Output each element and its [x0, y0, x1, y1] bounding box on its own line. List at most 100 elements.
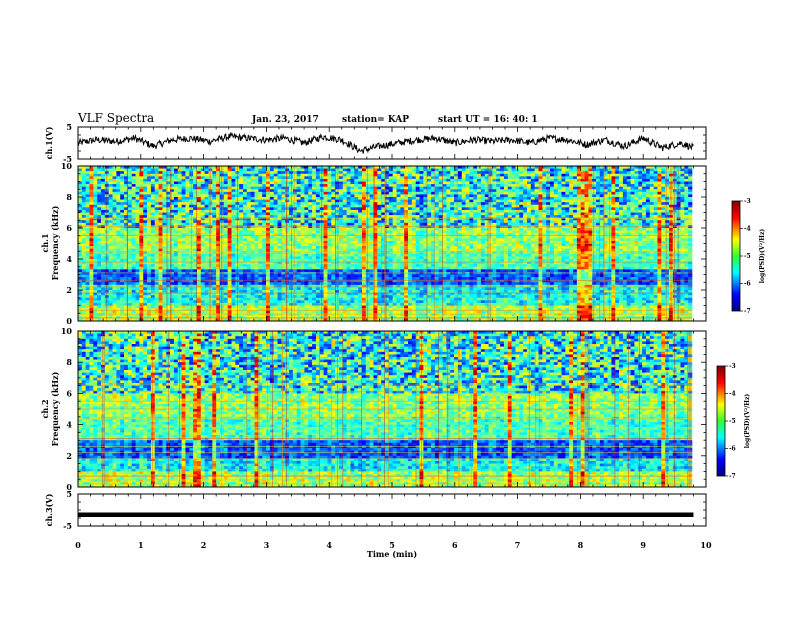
- spectrogram-cell: [324, 256, 328, 259]
- spectrogram-cell: [301, 306, 305, 309]
- spectrogram-cell: [178, 313, 182, 316]
- spectrogram-cell: [136, 197, 140, 200]
- spectrogram-cell: [216, 182, 220, 185]
- spectrogram-cell: [143, 169, 147, 172]
- spectrogram-cell: [90, 256, 94, 259]
- spectrogram-cell: [316, 267, 320, 270]
- spectrogram-cell: [109, 298, 113, 301]
- spectrogram-cell: [377, 184, 381, 187]
- spectrogram-cell: [147, 244, 151, 247]
- spectrogram-cell: [205, 282, 209, 285]
- spectrogram-cell: [143, 254, 147, 257]
- spectrogram-cell: [354, 171, 358, 174]
- spectrogram-cell: [93, 189, 97, 192]
- spectrogram-cell: [116, 176, 120, 179]
- spectrogram-cell: [90, 277, 94, 280]
- spectrogram-cell: [377, 194, 381, 197]
- spectrogram-cell: [232, 213, 236, 216]
- spectrogram-cell: [358, 313, 362, 316]
- spectrogram-cell: [266, 277, 270, 280]
- spectrogram-cell: [224, 176, 228, 179]
- spectrogram-cell: [274, 171, 278, 174]
- spectrogram-cell: [216, 264, 220, 267]
- spectrogram-cell: [301, 184, 305, 187]
- spectrogram-cell: [339, 182, 343, 185]
- spectrogram-cell: [262, 169, 266, 172]
- spectrogram-cell: [205, 184, 209, 187]
- spectrogram-cell: [155, 272, 159, 275]
- spectrogram-cell: [327, 210, 331, 213]
- spectrogram-cell: [347, 259, 351, 262]
- spectrogram-cell: [266, 171, 270, 174]
- spectrogram-cell: [304, 236, 308, 239]
- spectrogram-cell: [293, 231, 297, 234]
- spectrogram-cell: [197, 267, 201, 270]
- spectrogram-cell: [343, 194, 347, 197]
- spectrogram-cell: [205, 267, 209, 270]
- spectrogram-cell: [178, 236, 182, 239]
- spectrogram-cell: [228, 259, 232, 262]
- spectrogram-cell: [377, 171, 381, 174]
- spectrogram-cell: [128, 207, 132, 210]
- spectrogram-cell: [82, 272, 86, 275]
- spectrogram-cell: [243, 218, 247, 221]
- spectrogram-cell: [278, 184, 282, 187]
- spectrogram-cell: [151, 194, 155, 197]
- spectrogram-cell: [151, 287, 155, 290]
- spectrogram-cell: [274, 207, 278, 210]
- spectrogram-cell: [86, 220, 90, 223]
- spectrogram-cell: [362, 236, 366, 239]
- spectrogram-cell: [216, 295, 220, 298]
- spectrogram-cell: [90, 236, 94, 239]
- spectrogram-cell: [366, 179, 370, 182]
- spectrogram-cell: [366, 231, 370, 234]
- spectrogram-cell: [324, 249, 328, 252]
- spectrogram-cell: [301, 285, 305, 288]
- spectrogram-cell: [228, 218, 232, 221]
- spectrogram-cell: [205, 236, 209, 239]
- spectrogram-cell: [109, 316, 113, 319]
- spectrogram-cell: [159, 202, 163, 205]
- spectrogram-cell: [377, 205, 381, 208]
- spectrogram-cell: [312, 231, 316, 234]
- spectrogram-cell: [178, 256, 182, 259]
- spectrogram-cell: [82, 174, 86, 177]
- spectrogram-cell: [128, 187, 132, 190]
- spectrogram-cell: [385, 246, 389, 249]
- spectrogram-cell: [139, 316, 143, 319]
- spectrogram-cell: [373, 231, 377, 234]
- spectrogram-cell: [159, 308, 163, 311]
- spectrogram-cell: [331, 277, 335, 280]
- spectrogram-cell: [162, 236, 166, 239]
- spectrogram-cell: [197, 316, 201, 319]
- spectrogram-cell: [366, 246, 370, 249]
- spectrogram-cell: [301, 267, 305, 270]
- spectrogram-cell: [251, 205, 255, 208]
- spectrogram-cell: [297, 205, 301, 208]
- spectrogram-cell: [385, 300, 389, 303]
- spectrogram-cell: [308, 220, 312, 223]
- spectrogram-cell: [255, 179, 259, 182]
- spectrogram-cell: [136, 213, 140, 216]
- spectrogram-cell: [255, 256, 259, 259]
- spectrogram-cell: [139, 200, 143, 203]
- spectrogram-cell: [312, 174, 316, 177]
- spectrogram-cell: [139, 187, 143, 190]
- spectrogram-cell: [128, 264, 132, 267]
- spectrogram-cell: [297, 197, 301, 200]
- spectrogram-cell: [339, 300, 343, 303]
- spectrogram-cell: [174, 264, 178, 267]
- spectrogram-cell: [155, 213, 159, 216]
- spectrogram-cell: [324, 303, 328, 306]
- spectrogram-cell: [389, 174, 393, 177]
- spectrogram-cell: [232, 264, 236, 267]
- spectrogram-cell: [159, 256, 163, 259]
- spectrogram-cell: [147, 306, 151, 309]
- spectrogram-cell: [373, 280, 377, 283]
- spectrogram-cell: [262, 290, 266, 293]
- spectrogram-cell: [182, 213, 186, 216]
- spectrogram-cell: [373, 223, 377, 226]
- spectrogram-cell: [132, 179, 136, 182]
- spectrogram-cell: [159, 285, 163, 288]
- spectrogram-cell: [90, 298, 94, 301]
